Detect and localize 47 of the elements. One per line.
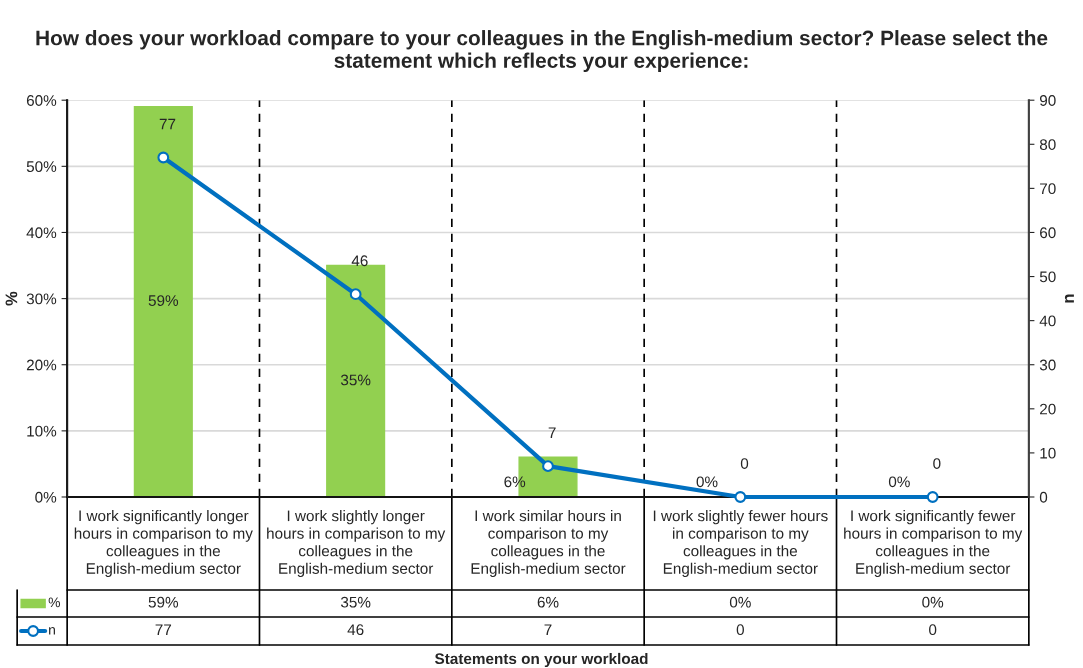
legend-label: % xyxy=(48,597,60,608)
y2-tick-label: 10 xyxy=(1040,447,1056,459)
y2-tick-label: 80 xyxy=(1039,139,1056,150)
y2-tick-label: 60 xyxy=(1040,227,1056,239)
y-tick-label: 0% xyxy=(35,491,57,503)
y-tick-label: 50% xyxy=(26,161,57,173)
x-tick-label: I work similar hours in comparison to my colleagues in the English-medium sector xyxy=(471,510,626,577)
x-tick-label: I work significantly longer hours in comparison to my colleagues in the English-medium sector xyxy=(74,510,253,577)
y-tick-label: 60% xyxy=(26,95,57,106)
data-label: 46 xyxy=(347,624,364,636)
text: 35% xyxy=(340,374,371,386)
x-tick-label: I work slightly fewer hours in comparison to my colleagues in the English-medium sector xyxy=(653,510,828,577)
y2-tick-label: 0 xyxy=(1039,491,1048,503)
y2-axis-title: n xyxy=(1064,294,1074,303)
text: 0 xyxy=(933,458,941,469)
chart-title: How does your workload compare to your colleagues in the English-medium sector? Please select the statement which reflects your experience: xyxy=(36,30,1048,73)
data-label: 35% xyxy=(340,596,371,608)
text: 77 xyxy=(159,118,176,130)
x-tick-label: I work significantly fewer hours in comparison to my colleagues in the English-medium sector xyxy=(844,510,1023,577)
data-label: 0 xyxy=(929,624,937,636)
data-label: 7 xyxy=(544,624,552,635)
y2-tick-label: 50 xyxy=(1039,271,1056,283)
x-axis-title: Statements on your workload xyxy=(434,652,648,668)
y2-tick-label: 40 xyxy=(1039,315,1056,327)
y-tick-label: 40% xyxy=(26,227,57,239)
data-label: 77 xyxy=(155,624,172,635)
y-axis-title: % xyxy=(5,291,18,306)
legend-label: n xyxy=(49,627,55,635)
text: 7 xyxy=(548,427,556,438)
data-label: 6% xyxy=(537,596,559,608)
data-label: 0 xyxy=(736,624,744,636)
text: 0% xyxy=(888,476,910,488)
text: 59% xyxy=(148,295,179,306)
text: 0% xyxy=(696,476,718,488)
y2-tick-label: 30 xyxy=(1039,359,1056,371)
y-tick-label: 30% xyxy=(26,293,57,305)
data-label: 59% xyxy=(148,596,179,608)
y-tick-label: 20% xyxy=(26,359,57,371)
y2-tick-label: 90 xyxy=(1039,95,1056,106)
y2-tick-label: 20 xyxy=(1040,403,1056,415)
y-tick-label: 10% xyxy=(27,425,57,437)
x-tick-label: I work slightly longer hours in comparison to my colleagues in the English-medium sector xyxy=(267,510,446,577)
text: 46 xyxy=(351,255,368,267)
y2-tick-label: 70 xyxy=(1040,183,1056,195)
text: 0 xyxy=(740,458,749,469)
data-label: 0% xyxy=(922,596,944,608)
data-label: 0% xyxy=(729,596,751,608)
